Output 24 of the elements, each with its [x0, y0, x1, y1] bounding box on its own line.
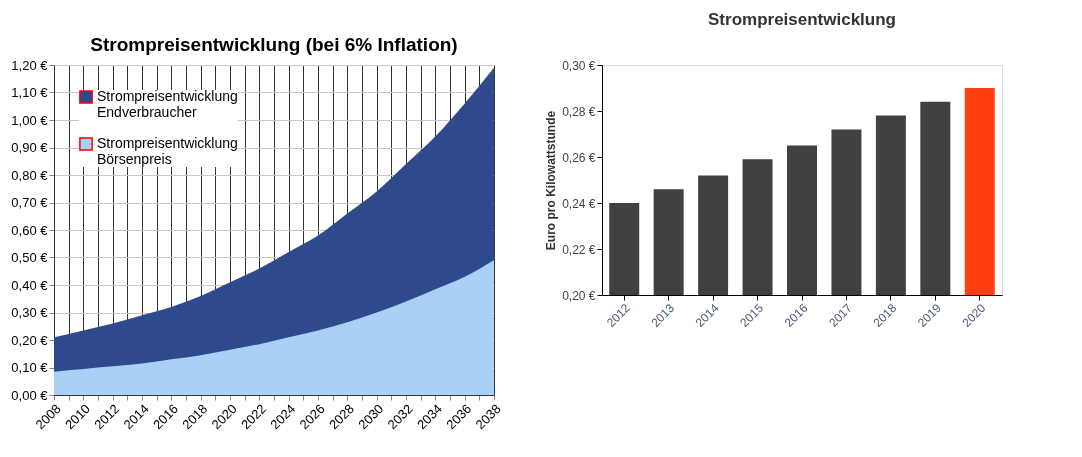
y-tick-label: 0,30 € [11, 305, 49, 320]
y-tick-label: 0,20 € [562, 288, 596, 303]
y-tick-label: 1,00 € [11, 112, 49, 128]
y-tick-label: 0,80 € [11, 167, 49, 183]
y-tick-label: 0,22 € [562, 242, 596, 257]
chart-title: Strompreisentwicklung [708, 10, 896, 29]
y-tick-label: 0,10 € [11, 360, 49, 375]
y-tick-label: 1,20 € [11, 57, 49, 73]
y-tick-label: 0,00 € [11, 387, 49, 403]
y-tick-label: 0,20 € [11, 332, 49, 348]
y-axis-title: Euro pro Kilowattstunde [544, 110, 559, 251]
y-tick-label: 0,70 € [11, 195, 49, 210]
y-tick-label: 0,28 € [562, 104, 596, 119]
y-tick-label: 0,90 € [11, 140, 49, 155]
y-tick-label: 0,24 € [562, 196, 596, 211]
legend-label: Strompreisentwicklung Endverbraucher [97, 88, 238, 120]
y-tick-label: 0,40 € [11, 277, 49, 293]
y-tick-label: 0,60 € [11, 222, 49, 238]
y-tick-label: 1,10 € [11, 85, 49, 100]
y-tick-label: 0,50 € [11, 250, 49, 265]
y-tick-label: 0,26 € [562, 150, 596, 165]
y-tick-label: 0,30 € [562, 58, 596, 73]
legend-label: Strompreisentwicklung Börsenpreis [97, 135, 238, 167]
chart-title: Strompreisentwicklung (bei 6% Inflation) [90, 34, 458, 55]
